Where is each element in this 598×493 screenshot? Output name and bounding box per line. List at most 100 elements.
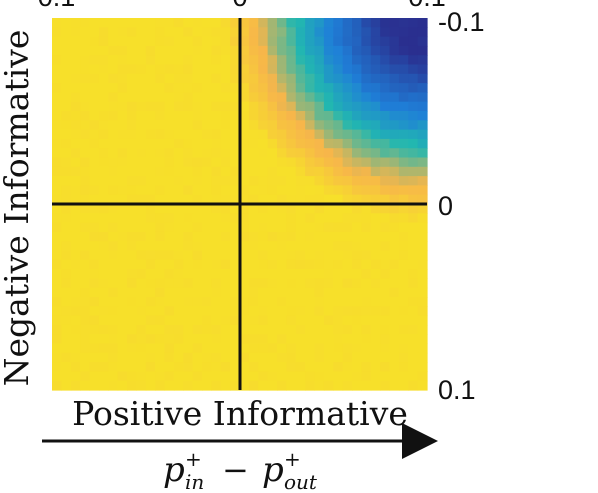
heatmap-cell: [268, 362, 278, 372]
heatmap-cell: [399, 18, 409, 28]
heatmap-cell: [315, 353, 325, 363]
heatmap-cell: [193, 55, 203, 65]
heatmap-cell: [136, 306, 146, 316]
heatmap-cell: [99, 371, 109, 381]
heatmap-cell: [193, 241, 203, 251]
heatmap-cell: [333, 139, 343, 149]
right-tick-label-middle: 0: [438, 191, 453, 221]
heatmap-cell: [71, 232, 81, 242]
heatmap-cell: [165, 288, 175, 298]
heatmap-cell: [305, 316, 315, 326]
heatmap-cell: [277, 111, 287, 121]
heatmap-cell: [202, 260, 212, 270]
heatmap-cell: [343, 167, 353, 177]
heatmap-cell: [52, 120, 62, 130]
heatmap-cell: [258, 353, 268, 363]
heatmap-cell: [174, 92, 184, 102]
heatmap-cell: [52, 325, 62, 335]
heatmap-cell: [136, 353, 146, 363]
heatmap-cell: [90, 55, 100, 65]
heatmap-cell: [174, 362, 184, 372]
heatmap-cell: [258, 288, 268, 298]
heatmap-cell: [390, 139, 400, 149]
heatmap-cell: [52, 65, 62, 75]
heatmap-cell: [399, 232, 409, 242]
heatmap-cell: [361, 120, 371, 130]
heatmap-cell: [258, 27, 268, 37]
heatmap-cell: [108, 176, 118, 186]
heatmap-cell: [118, 111, 128, 121]
heatmap-cell: [193, 46, 203, 56]
heatmap-cell: [52, 353, 62, 363]
heatmap-cell: [399, 260, 409, 270]
heatmap-cell: [324, 232, 334, 242]
heatmap-cell: [221, 223, 231, 233]
heatmap-cell: [90, 18, 100, 28]
heatmap-cell: [371, 148, 381, 158]
heatmap-cell: [155, 278, 165, 288]
heatmap-cell: [315, 278, 325, 288]
heatmap-cell: [268, 130, 278, 140]
heatmap-cell: [399, 176, 409, 186]
heatmap-cell: [399, 37, 409, 47]
heatmap-cell: [399, 148, 409, 158]
heatmap-cell: [118, 92, 128, 102]
heatmap-cell: [183, 251, 193, 261]
heatmap-cell: [352, 362, 362, 372]
heatmap-cell: [418, 46, 428, 56]
heatmap-cell: [277, 316, 287, 326]
heatmap-cell: [333, 316, 343, 326]
heatmap-cell: [324, 27, 334, 37]
heatmap-cell: [202, 316, 212, 326]
heatmap-cell: [52, 251, 62, 261]
heatmap-cell: [305, 46, 315, 56]
heatmap-cell: [136, 176, 146, 186]
heatmap-cell: [71, 27, 81, 37]
heatmap-cell: [324, 325, 334, 335]
heatmap-cell: [352, 334, 362, 344]
heatmap-cell: [352, 83, 362, 93]
heatmap-cell: [418, 158, 428, 168]
heatmap-cell: [399, 213, 409, 223]
heatmap-cell: [90, 371, 100, 381]
heatmap-cell: [408, 316, 418, 326]
heatmap-cell: [127, 362, 137, 372]
heatmap-cell: [127, 65, 137, 75]
heatmap-cell: [352, 102, 362, 112]
heatmap-cell: [165, 232, 175, 242]
heatmap-cell: [296, 65, 306, 75]
heatmap-cell: [380, 241, 390, 251]
heatmap-cell: [333, 353, 343, 363]
heatmap-cell: [315, 213, 325, 223]
heatmap-cell: [136, 46, 146, 56]
heatmap-cell: [361, 74, 371, 84]
heatmap-cell: [277, 260, 287, 270]
heatmap-cell: [390, 102, 400, 112]
heatmap-cell: [418, 232, 428, 242]
heatmap-cell: [193, 18, 203, 28]
heatmap-cell: [380, 158, 390, 168]
heatmap-cell: [352, 223, 362, 233]
heatmap-cell: [183, 306, 193, 316]
heatmap-cell: [90, 381, 100, 391]
heatmap-cell: [361, 371, 371, 381]
heatmap-cell: [61, 83, 71, 93]
heatmap-cell: [258, 223, 268, 233]
heatmap-cell: [61, 111, 71, 121]
heatmap-cell: [221, 325, 231, 335]
heatmap-cell: [380, 297, 390, 307]
heatmap-cell: [221, 111, 231, 121]
heatmap-cell: [399, 362, 409, 372]
heatmap-cell: [380, 37, 390, 47]
heatmap-cell: [202, 213, 212, 223]
heatmap-cell: [99, 353, 109, 363]
heatmap-cell: [136, 344, 146, 354]
heatmap-cell: [305, 102, 315, 112]
heatmap-cell: [136, 316, 146, 326]
heatmap-cell: [390, 213, 400, 223]
heatmap-cell: [155, 46, 165, 56]
heatmap-cell: [90, 120, 100, 130]
heatmap-cell: [165, 176, 175, 186]
heatmap-cell: [90, 353, 100, 363]
heatmap-cell: [61, 223, 71, 233]
